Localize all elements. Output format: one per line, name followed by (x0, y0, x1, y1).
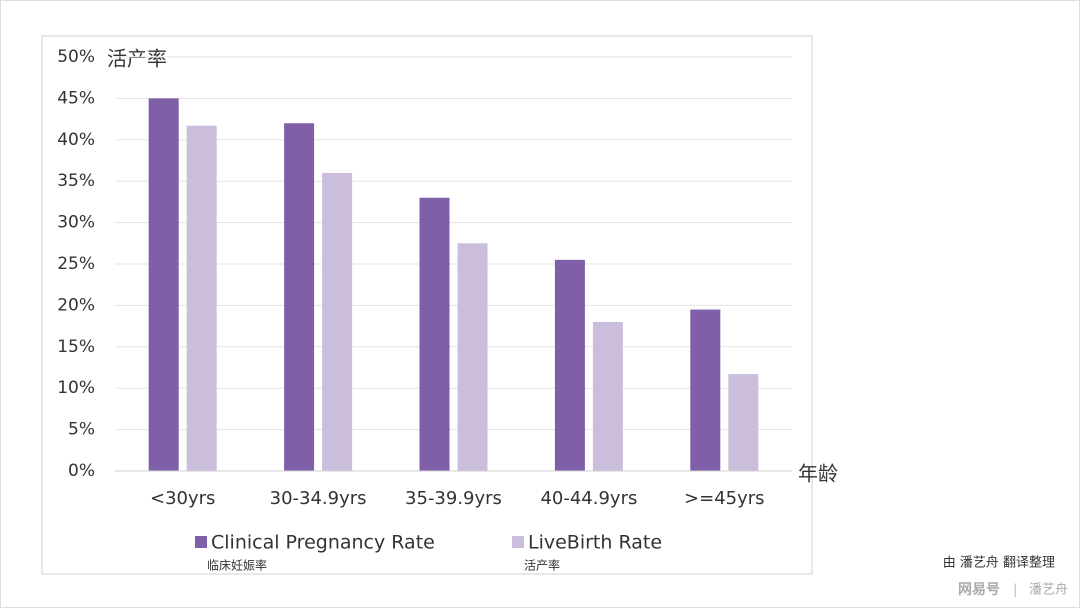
separator: | (1013, 583, 1017, 598)
bar (419, 197, 450, 471)
credit: 由 潘艺舟 翻译整理 (943, 556, 1055, 571)
y-tick-label: 10% (57, 378, 95, 398)
legend-swatch (195, 536, 207, 548)
bar (148, 98, 179, 472)
legend-swatch (512, 536, 524, 548)
legend-label: LiveBirth Rate (528, 532, 662, 554)
bar (592, 321, 623, 471)
bar (186, 125, 217, 471)
y-tick-label: 0% (68, 461, 95, 481)
y-tick-label: 15% (57, 337, 95, 357)
x-axis-label: 年龄 (798, 462, 838, 486)
legend-label: Clinical Pregnancy Rate (211, 532, 435, 554)
y-tick-label: 25% (57, 254, 95, 274)
x-tick-label: 30-34.9yrs (270, 488, 367, 509)
source: 网易号 (958, 582, 1000, 598)
y-tick-label: 40% (57, 130, 95, 150)
bar (728, 374, 759, 471)
bar (284, 123, 315, 472)
x-tick-label: <30yrs (150, 488, 215, 509)
x-tick-label: >=45yrs (684, 488, 765, 509)
x-tick-label: 40-44.9yrs (540, 488, 637, 509)
y-tick-label: 50% (57, 47, 95, 67)
legend-note: 临床妊娠率 (207, 558, 267, 573)
bar (554, 259, 585, 471)
bar (322, 172, 353, 472)
y-tick-label: 35% (57, 171, 95, 191)
y-tick-label: 30% (57, 213, 95, 233)
author: 潘艺舟 (1029, 583, 1068, 598)
x-tick-label: 35-39.9yrs (405, 488, 502, 509)
bar (457, 243, 488, 471)
y-tick-label: 45% (57, 88, 95, 108)
bar (690, 309, 721, 471)
legend-note: 活产率 (524, 558, 560, 573)
y-tick-label: 20% (57, 295, 95, 315)
y-axis-label: 活产率 (107, 47, 167, 71)
y-tick-label: 5% (68, 420, 95, 440)
